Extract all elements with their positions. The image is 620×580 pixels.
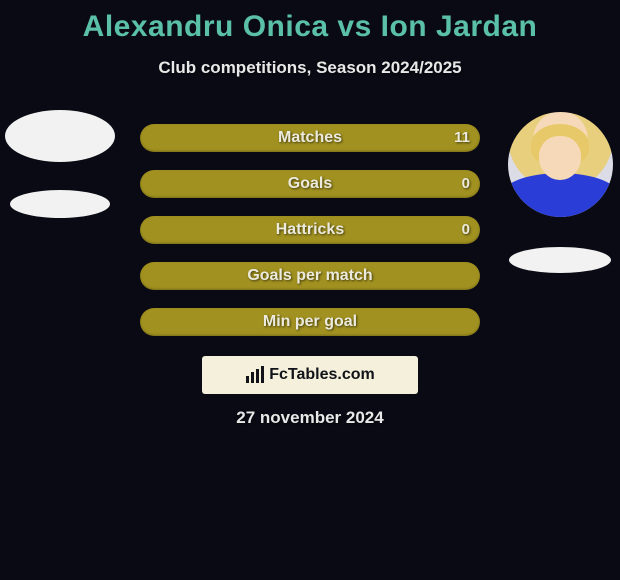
vs-separator: vs [337, 10, 371, 43]
brand-chart-icon [245, 366, 265, 384]
stat-row: Goals0 [140, 170, 480, 198]
stat-row: Hattricks0 [140, 216, 480, 244]
stat-row: Min per goal [140, 308, 480, 336]
stat-row: Goals per match [140, 262, 480, 290]
stat-label: Matches [140, 124, 480, 152]
stat-label: Hattricks [140, 216, 480, 244]
stat-label: Goals [140, 170, 480, 198]
snapshot-date: 27 november 2024 [0, 408, 620, 428]
player1-name: Alexandru Onica [83, 10, 329, 43]
stat-value-right: 0 [462, 170, 470, 198]
player2-avatar-column [500, 112, 620, 273]
stats-list: Matches11Goals0Hattricks0Goals per match… [140, 124, 480, 336]
player2-flag-placeholder [509, 247, 611, 273]
stat-row: Matches11 [140, 124, 480, 152]
stat-label: Goals per match [140, 262, 480, 290]
player1-avatar-placeholder [5, 110, 115, 162]
player2-avatar [508, 112, 613, 217]
player2-shirt [508, 173, 613, 217]
player2-name: Ion Jardan [381, 10, 538, 43]
h2h-card: Alexandru Onica vs Ion Jardan Club compe… [0, 0, 620, 580]
brand-text: FcTables.com [269, 366, 375, 384]
subtitle: Club competitions, Season 2024/2025 [0, 58, 620, 78]
stat-label: Min per goal [140, 308, 480, 336]
stat-value-right: 11 [454, 124, 470, 152]
brand-badge[interactable]: FcTables.com [202, 356, 418, 394]
page-title: Alexandru Onica vs Ion Jardan [0, 0, 620, 44]
player1-flag-placeholder [10, 190, 110, 218]
player1-avatar-column [0, 110, 120, 218]
stat-value-right: 0 [462, 216, 470, 244]
